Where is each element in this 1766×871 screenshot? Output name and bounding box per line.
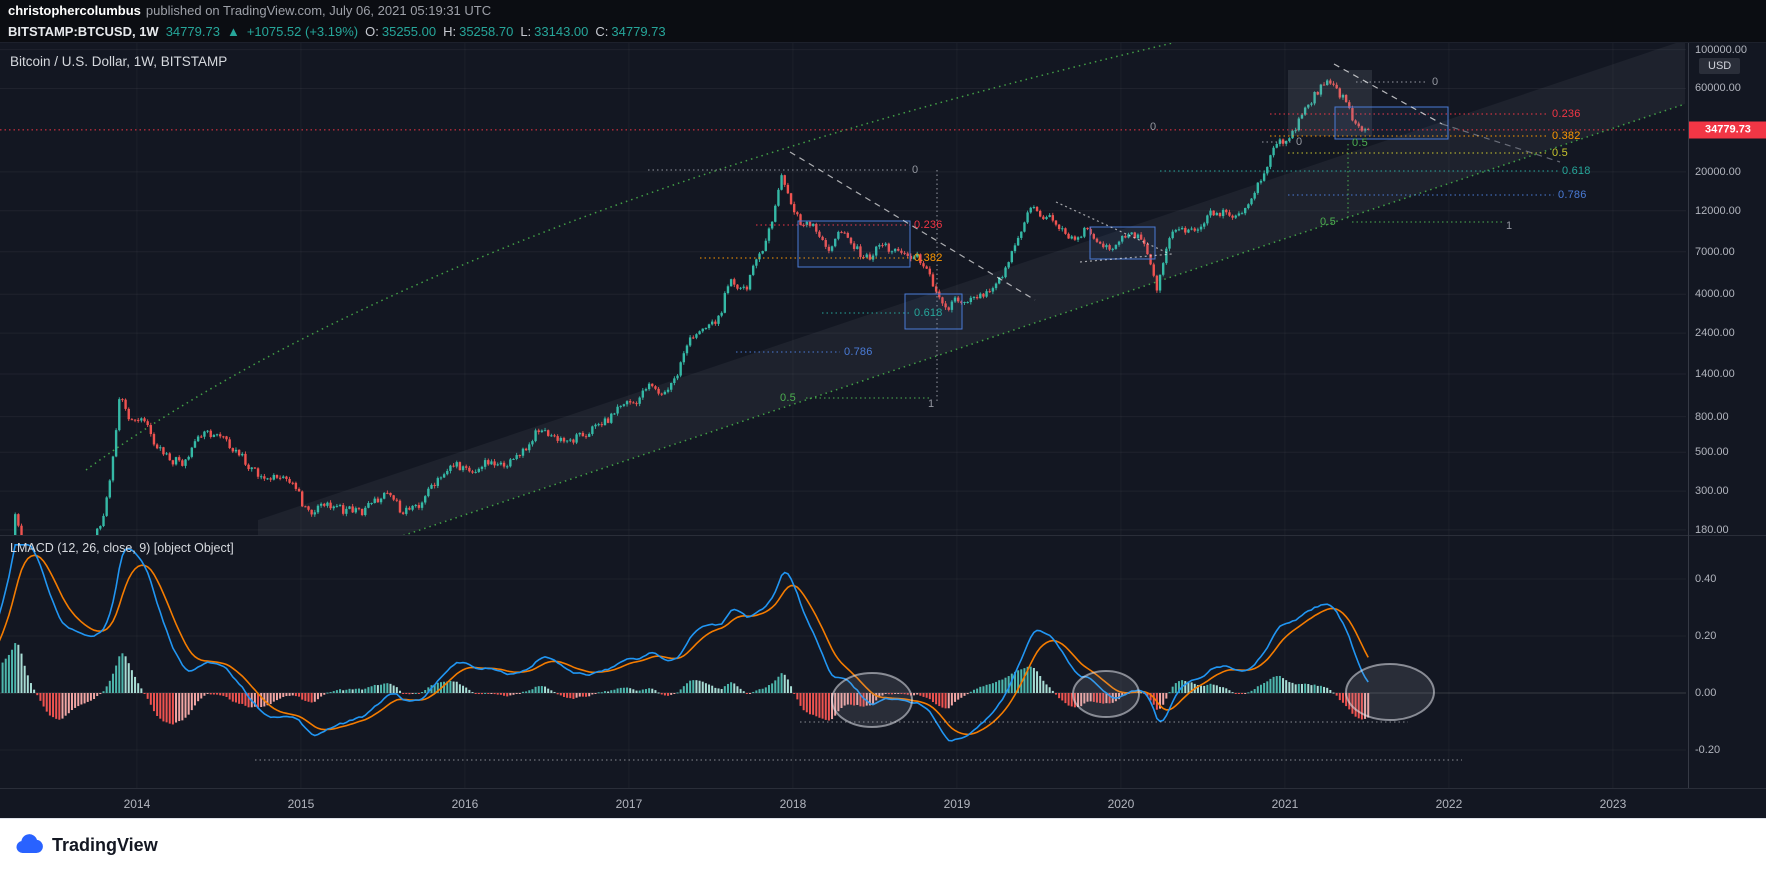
close-value: 34779.73	[611, 24, 666, 39]
pane-divider	[0, 535, 1766, 536]
time-axis-year: 2020	[1107, 797, 1135, 811]
currency-chip: USD	[1699, 58, 1741, 74]
close-label: C:	[595, 24, 609, 39]
time-axis-year: 2015	[287, 797, 315, 811]
price-axis-label: 800.00	[1695, 410, 1729, 423]
price-axis-label: 180.00	[1695, 523, 1729, 536]
price-axis-label: 1400.00	[1695, 368, 1735, 381]
macd-axis-label: 0.40	[1695, 573, 1717, 585]
last-price-tag: 34779.73	[1689, 121, 1766, 139]
chart-title: Bitcoin / U.S. Dollar, 1W, BITSTAMP	[10, 54, 228, 69]
price-axis-label: 2400.00	[1695, 327, 1735, 340]
price-axis-label: 100000.00	[1695, 43, 1747, 56]
time-axis-year: 2019	[943, 797, 971, 811]
price-axis-label: 300.00	[1695, 485, 1729, 498]
price-axis-label: 4000.00	[1695, 288, 1735, 301]
price-axis-label: 60000.00	[1695, 82, 1741, 95]
time-axis-year: 2017	[615, 797, 643, 811]
price-axis: USD 34779.73 100000.00 60000.00 20000.00 12…	[1688, 42, 1766, 788]
time-axis-year: 2018	[779, 797, 807, 811]
symbol-info-bar: BITSTAMP:BTCUSD, 1W 34779.73 ▲ +1075.52 …	[0, 21, 1766, 43]
price-axis-label: 500.00	[1695, 446, 1729, 459]
publisher-text: published on TradingView.com, July 06, 2…	[145, 3, 492, 18]
open-value: 35255.00	[381, 24, 437, 39]
high-label: H:	[443, 24, 457, 39]
macd-axis-label: -0.20	[1695, 744, 1721, 756]
macd-axis-label: 0.20	[1695, 630, 1717, 642]
footer-bar: TradingView	[0, 818, 1766, 871]
tradingview-brand[interactable]: TradingView	[52, 834, 158, 855]
time-axis: 2014 2015 2016 2017 2018 2019 2020 2021 2022 2023	[0, 788, 1766, 819]
open-label: O:	[365, 24, 379, 39]
up-arrow-icon: ▲	[226, 24, 240, 39]
low-value: 33143.00	[534, 24, 589, 39]
time-axis-year: 2022	[1435, 797, 1463, 811]
last-price: 34779.73	[165, 24, 220, 39]
time-axis-year: 2023	[1599, 797, 1627, 811]
high-value: 35258.70	[459, 24, 514, 39]
publisher-bar: christophercolumbus published on Trading…	[0, 0, 1766, 21]
time-axis-year: 2021	[1271, 797, 1299, 811]
low-label: L:	[520, 24, 532, 39]
price-axis-label: 7000.00	[1695, 245, 1735, 258]
tradingview-logo-icon[interactable]	[14, 834, 44, 856]
macd-indicator-label: LMACD (12, 26, close, 9) [object Object]	[10, 541, 234, 555]
time-axis-year: 2014	[123, 797, 151, 811]
macd-axis-label: 0.00	[1695, 687, 1717, 699]
time-axis-year: 2016	[451, 797, 479, 811]
price-change: +1075.52 (+3.19%)	[246, 24, 359, 39]
price-axis-label: 12000.00	[1695, 204, 1741, 217]
axis-pane-divider	[1689, 535, 1766, 536]
symbol-name: BITSTAMP:BTCUSD, 1W	[8, 24, 159, 39]
price-axis-label: 20000.00	[1695, 165, 1741, 178]
publisher-username: christophercolumbus	[8, 3, 141, 18]
